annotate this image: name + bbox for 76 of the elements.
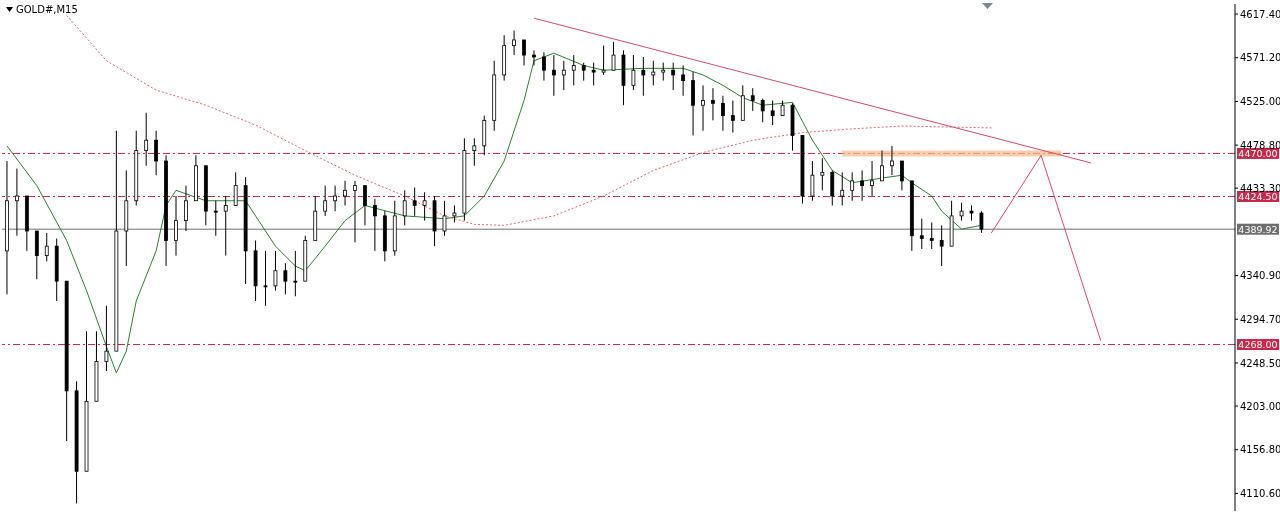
candlestick [870, 160, 874, 197]
candlestick [223, 195, 228, 257]
candlestick [542, 51, 546, 82]
candlestick [422, 191, 427, 222]
candlestick [263, 250, 268, 307]
candlestick [611, 41, 616, 71]
ref-line-label: 4424.50 [1238, 190, 1278, 202]
y-tick-label: 4525.00 [1240, 95, 1280, 107]
candlestick [860, 169, 865, 202]
candlestick [343, 180, 347, 206]
candlestick [681, 64, 686, 97]
candlestick [880, 150, 884, 182]
candlestick [651, 60, 656, 86]
candlestick [15, 168, 19, 237]
ref-line-label: 4470.00 [1238, 147, 1278, 159]
candlestick [810, 160, 815, 202]
candlestick [363, 185, 367, 226]
candlestick [293, 250, 298, 297]
candlestick [830, 169, 835, 206]
candlestick [323, 185, 328, 217]
candlestick [591, 62, 596, 86]
candlestick [939, 224, 944, 267]
candlestick [174, 195, 178, 257]
y-tick-label: 4294.70 [1240, 313, 1280, 325]
candlestick [671, 62, 676, 91]
candlestick [711, 87, 715, 121]
y-tick-label: 4110.60 [1240, 487, 1280, 499]
candlestick [730, 99, 735, 134]
y-tick-label: 4248.50 [1240, 357, 1280, 369]
candlestick [979, 210, 984, 234]
candlestick [472, 137, 477, 167]
ref-line-label: 4389.92 [1238, 223, 1278, 235]
candlestick [561, 60, 566, 91]
candlestick [820, 157, 825, 191]
candlestick [890, 145, 894, 176]
candlestick [850, 171, 855, 202]
ref-line-label: 4268.00 [1238, 339, 1278, 351]
candlestick [551, 54, 556, 97]
candlestick [184, 185, 188, 232]
candlestick [233, 171, 238, 206]
candlestick [154, 130, 159, 176]
candlestick [770, 99, 775, 126]
candlestick [701, 84, 705, 132]
candlestick [144, 112, 149, 167]
candlestick [213, 200, 218, 237]
candlestick [601, 45, 606, 76]
candlestick [750, 87, 755, 112]
candlestick [522, 39, 526, 66]
candlestick [840, 171, 845, 206]
candlestick [721, 95, 725, 132]
chart-title: GOLD#,M15 [16, 4, 78, 15]
y-tick-label: 4156.80 [1240, 444, 1280, 456]
candlestick [104, 305, 109, 372]
candlestick [760, 98, 765, 123]
candlestick [442, 200, 447, 237]
candlestick [919, 218, 924, 250]
candlestick [353, 180, 357, 243]
candlestick [402, 189, 407, 226]
candlestick [631, 54, 636, 91]
y-tick-label: 4340.90 [1240, 270, 1280, 282]
candlestick [929, 222, 934, 250]
candlestick [44, 232, 49, 262]
candlestick [273, 250, 278, 292]
candlestick [512, 29, 516, 56]
candlestick [333, 185, 338, 212]
candlestick [641, 56, 646, 97]
candlestick [372, 198, 377, 252]
candlestick [571, 54, 576, 86]
y-tick-label: 4203.00 [1240, 400, 1280, 412]
candlestick [412, 187, 417, 217]
candlestick [283, 262, 288, 295]
line-series [6, 52, 982, 374]
candlestick [899, 160, 904, 191]
y-tick-label: 4571.20 [1240, 52, 1280, 64]
candlestick [532, 49, 536, 66]
y-tick-label: 4617.40 [1240, 8, 1280, 20]
